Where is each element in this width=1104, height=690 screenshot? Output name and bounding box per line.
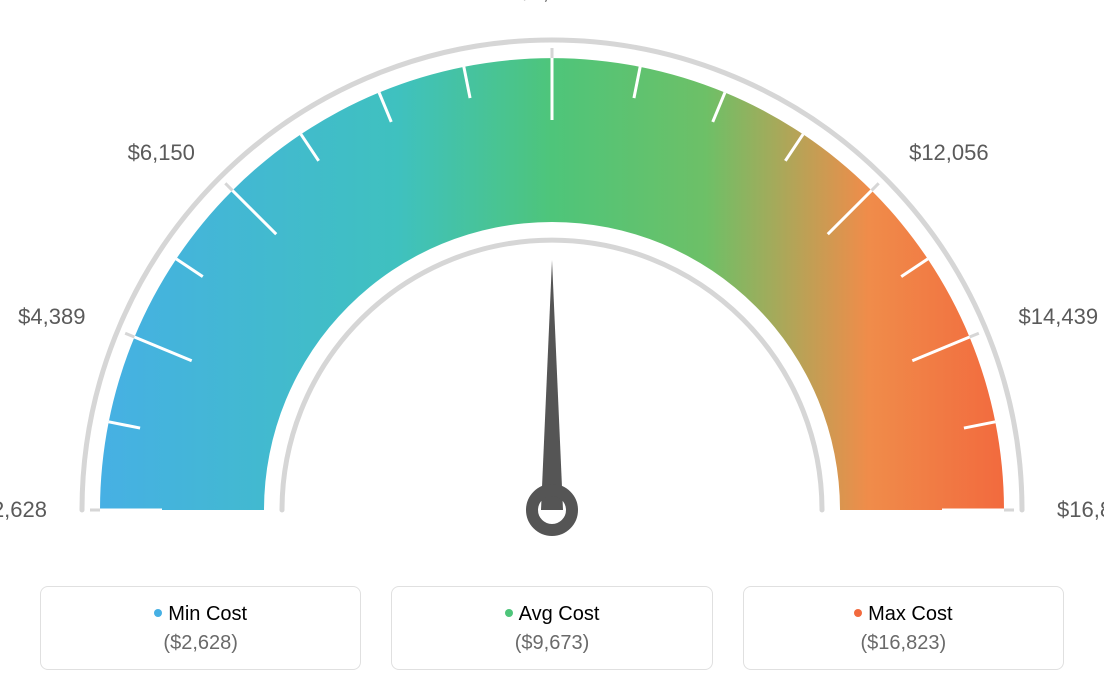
legend-row: Min Cost ($2,628) Avg Cost ($9,673) Max … [0,586,1104,670]
gauge-tick-label: $14,439 [1019,304,1099,330]
gauge-tick-label: $6,150 [128,140,195,166]
gauge-svg [0,0,1104,560]
gauge-tick-label: $4,389 [18,304,85,330]
legend-label: Max Cost [868,603,952,625]
legend-label: Avg Cost [519,603,600,625]
dot-icon [854,609,862,617]
legend-title-min: Min Cost [51,603,350,626]
legend-card-max: Max Cost ($16,823) [743,586,1064,670]
legend-title-avg: Avg Cost [402,603,701,626]
legend-card-avg: Avg Cost ($9,673) [391,586,712,670]
gauge-tick-label: $9,673 [518,0,585,5]
gauge-tick-label: $2,628 [0,497,47,523]
gauge-chart: $2,628 $4,389 $6,150 $9,673 $12,056 $14,439 $1… [0,0,1104,560]
legend-label: Min Cost [168,603,247,625]
legend-card-min: Min Cost ($2,628) [40,586,361,670]
legend-value-min: ($2,628) [51,632,350,655]
gauge-tick-label: $16,823 [1057,497,1104,523]
legend-value-avg: ($9,673) [402,632,701,655]
legend-title-max: Max Cost [754,603,1053,626]
dot-icon [154,609,162,617]
legend-value-max: ($16,823) [754,632,1053,655]
gauge-tick-label: $12,056 [909,140,989,166]
dot-icon [505,609,513,617]
